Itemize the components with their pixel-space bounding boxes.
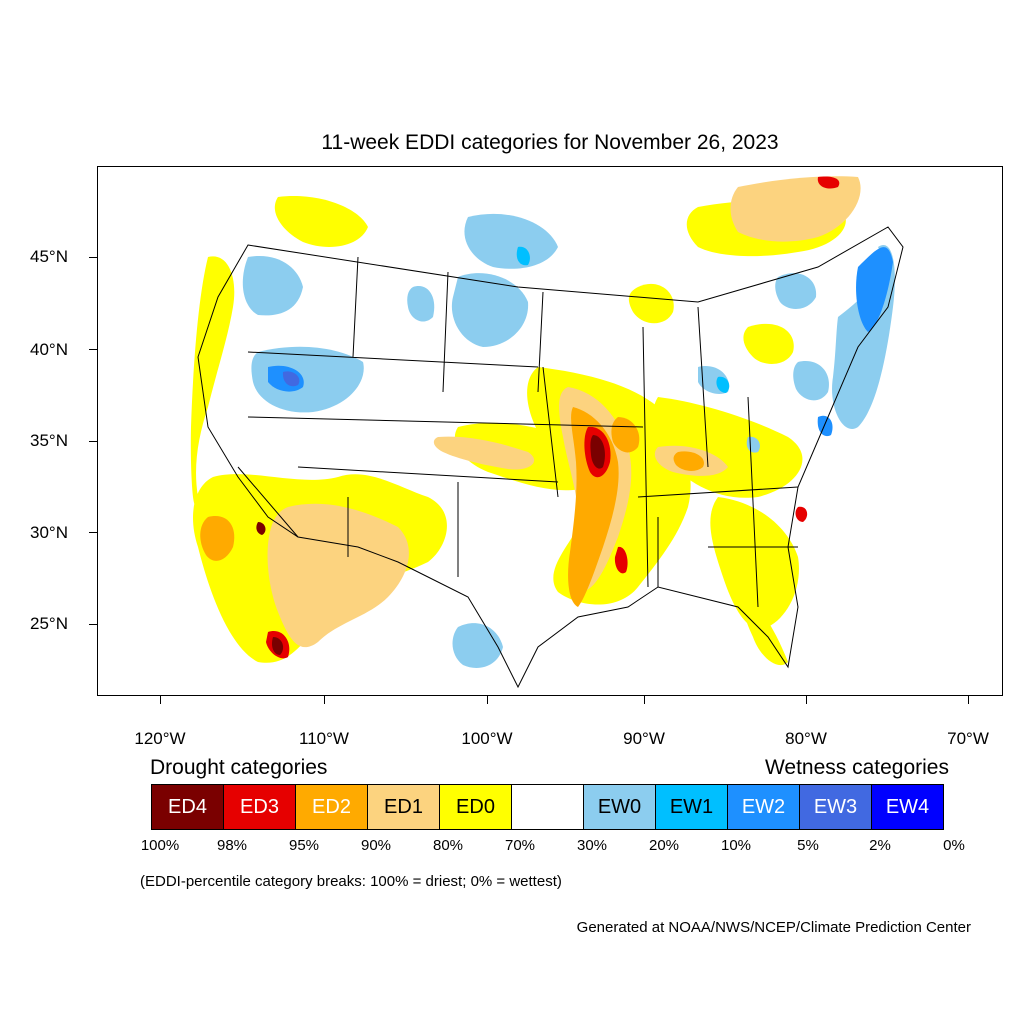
- break-label: 10%: [720, 837, 752, 854]
- legend-ew0: EW0: [583, 784, 656, 830]
- legend-colorbar: ED4 ED3 ED2 ED1 ED0 EW0 EW1 EW2 EW3 EW4: [151, 784, 944, 830]
- eddi-map: [190, 176, 904, 689]
- lat-label-45: 45°N: [30, 247, 68, 266]
- legend-ew2: EW2: [727, 784, 800, 830]
- credit-line: Generated at NOAA/NWS/NCEP/Climate Predi…: [576, 919, 971, 936]
- lon-label-80: 80°W: [785, 729, 827, 748]
- break-label: 5%: [797, 837, 819, 854]
- break-label: 98%: [216, 837, 248, 854]
- break-label: 90%: [360, 837, 392, 854]
- ew3-regions: [282, 371, 300, 387]
- wetness-heading: Wetness categories: [764, 756, 949, 779]
- lat-tick: [89, 532, 97, 534]
- break-label: 20%: [648, 837, 680, 854]
- map-title: 11-week EDDI categories for November 26,…: [321, 131, 779, 154]
- legend-ed3: ED3: [223, 784, 296, 830]
- legend-ew4: EW4: [871, 784, 944, 830]
- lon-tick: [806, 696, 808, 704]
- lat-label-40: 40°N: [30, 340, 68, 359]
- lat-tick: [89, 441, 97, 443]
- lat-label-35: 35°N: [30, 431, 68, 450]
- lon-tick: [324, 696, 326, 704]
- lat-label-30: 30°N: [30, 523, 68, 542]
- break-label: 30%: [576, 837, 608, 854]
- lon-label-90: 90°W: [623, 729, 665, 748]
- lon-tick: [487, 696, 489, 704]
- legend-ed4: ED4: [151, 784, 224, 830]
- legend-ew3: EW3: [799, 784, 872, 830]
- lat-tick: [89, 257, 97, 259]
- category-note: (EDDI-percentile category breaks: 100% =…: [140, 873, 562, 890]
- legend-ed2: ED2: [295, 784, 368, 830]
- ed4-regions: [256, 435, 605, 655]
- drought-heading: Drought categories: [150, 756, 328, 779]
- lon-label-110: 110°W: [299, 729, 349, 748]
- break-label: 0%: [943, 837, 965, 854]
- boundaries: [197, 226, 904, 689]
- break-label: 100%: [140, 837, 180, 854]
- lon-label-70: 70°W: [947, 729, 989, 748]
- lon-tick: [968, 696, 970, 704]
- lon-label-120: 120°W: [134, 729, 186, 748]
- legend-neutral: [511, 784, 584, 830]
- map-panel: [97, 166, 1003, 696]
- lat-tick: [89, 349, 97, 351]
- ew1-regions: [516, 246, 730, 393]
- lon-tick: [644, 696, 646, 704]
- lon-tick: [160, 696, 162, 704]
- break-label: 70%: [504, 837, 536, 854]
- legend-ew1: EW1: [655, 784, 728, 830]
- legend-ed0: ED0: [439, 784, 512, 830]
- break-label: 2%: [869, 837, 891, 854]
- ew0-regions: [242, 213, 895, 668]
- lon-label-100: 100°W: [461, 729, 513, 748]
- break-label: 95%: [288, 837, 320, 854]
- lat-tick: [89, 624, 97, 626]
- legend-ed1: ED1: [367, 784, 440, 830]
- lat-label-25: 25°N: [30, 614, 68, 633]
- break-label: 80%: [432, 837, 464, 854]
